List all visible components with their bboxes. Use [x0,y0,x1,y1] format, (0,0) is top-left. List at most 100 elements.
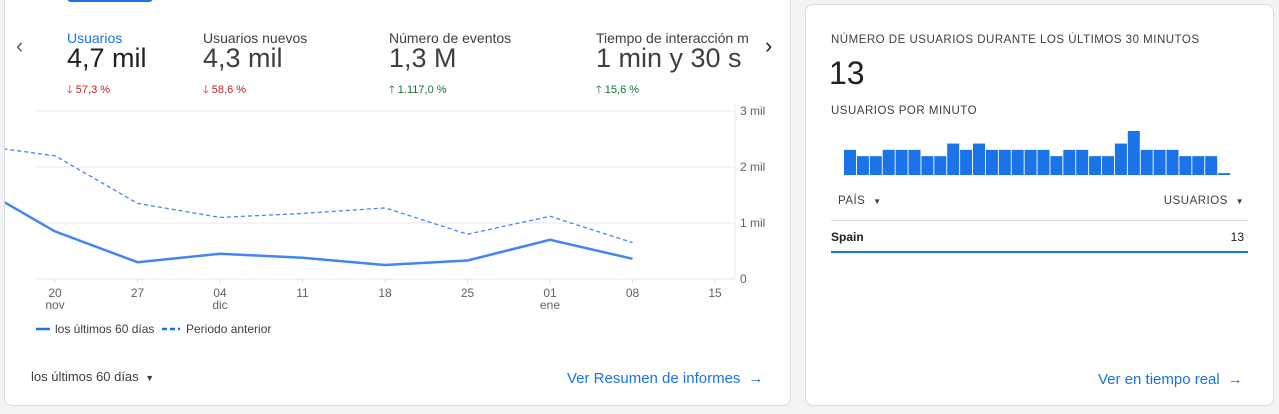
minute-bar[interactable] [998,149,1011,175]
minute-bar[interactable] [908,149,921,175]
y-tick-label: 3 mil [740,104,765,118]
x-tick-month-label: ene [540,298,560,312]
minute-bar[interactable] [1050,156,1063,175]
arrow-up-icon: 🡑 [596,84,602,96]
minute-bar[interactable] [1205,156,1218,175]
minute-bar[interactable] [985,149,998,175]
column-label: PAÍS [838,195,866,207]
y-tick-label: 2 mil [740,160,765,174]
caret-down-icon: ▼ [1235,197,1244,206]
minute-bar[interactable] [973,143,985,175]
y-tick-label: 0 [740,272,747,286]
caret-down-icon: ▼ [145,373,155,383]
minute-bar[interactable] [960,149,973,175]
arrow-right-icon: → [748,370,764,387]
x-tick-month-label: dic [212,298,227,312]
x-tick-label: 25 [461,286,475,300]
arrow-down-icon: 🡓 [203,84,209,96]
minute-bar[interactable] [1089,156,1102,175]
x-tick-label: 15 [708,286,722,300]
column-label: USUARIOS [1163,195,1228,207]
x-tick-label: 08 [626,286,640,300]
minute-bar[interactable] [1037,149,1050,175]
users-cell: 13 [1230,230,1244,244]
metric-value: 4,7 mil [67,43,147,73]
x-tick-label: 01 [543,286,557,300]
minute-bar[interactable] [1011,149,1024,175]
minute-bar[interactable] [1076,149,1089,175]
metric-label: Usuarios nuevos [203,30,308,46]
metric-tab-engagement-time[interactable]: Tiempo de interacción m 1 min y 30 s 🡑 1… [596,0,756,103]
metric-value: 1 min y 30 s [596,43,742,73]
table-row[interactable]: Spain 13 [831,221,1248,253]
dashed-line-icon [162,327,180,331]
metric-label: Usuarios [67,30,123,46]
users-per-minute-chart [844,131,1231,175]
country-cell: Spain [831,230,864,244]
x-tick-label: 18 [378,286,392,300]
series-line-current [5,201,633,267]
minute-bar[interactable] [1024,149,1037,175]
minute-bar[interactable] [856,156,869,175]
metric-value: 1,3 M [389,43,457,73]
report-summary-link[interactable]: Ver Resumen de informes → [567,370,763,387]
date-range-dropdown[interactable]: los últimos 60 días ▼ [31,369,154,384]
series-line-previous [5,148,633,244]
metric-change: 🡑 1.117,0 % [389,84,447,96]
column-header-country[interactable]: PAÍS ▼ [838,195,881,207]
report-link-label: Ver Resumen de informes [567,370,741,387]
minute-bar[interactable] [921,156,934,175]
arrow-down-icon: 🡓 [67,84,73,96]
metric-change: 🡑 15,6 % [596,84,640,96]
minute-bar[interactable] [1127,131,1140,175]
chevron-left-icon[interactable]: ‹ [16,33,24,58]
active-tab-indicator [67,0,153,2]
minute-bar[interactable] [1102,156,1114,175]
minute-bar[interactable] [1114,143,1127,175]
minute-bar[interactable] [1153,149,1166,175]
minute-bar[interactable] [1218,173,1231,175]
x-tick-label: 11 [296,286,309,300]
metric-change: 🡓 58,6 % [203,84,247,96]
solid-line-icon [36,327,50,331]
minute-bar[interactable] [869,156,882,175]
minute-bar[interactable] [934,156,947,175]
table-divider [831,220,1248,221]
minute-bar[interactable] [947,143,960,175]
minute-bar[interactable] [1063,149,1076,175]
column-header-users[interactable]: USUARIOS ▼ [1164,195,1244,207]
minute-bar[interactable] [1166,149,1179,175]
legend-label: los últimos 60 días [55,322,155,336]
overview-card: ‹ › Usuarios 4,7 mil 🡓 57,3 % Usuarios n… [4,0,791,406]
metric-change: 🡓 57,3 % [67,84,111,96]
metric-label: Tiempo de interacción m [596,30,749,46]
arrow-up-icon: 🡑 [389,84,395,96]
date-range-label: los últimos 60 días [31,369,139,384]
minute-bar[interactable] [844,149,856,175]
realtime-link-label: Ver en tiempo real [1098,371,1220,388]
x-tick-month-label: nov [45,298,64,312]
legend-label: Periodo anterior [186,322,272,336]
arrow-right-icon: → [1227,371,1243,388]
minute-bar[interactable] [895,149,908,175]
metric-label: Número de eventos [389,30,512,46]
caret-down-icon: ▼ [873,197,882,206]
realtime-user-count: 13 [829,55,865,91]
minute-bar[interactable] [1140,149,1153,175]
realtime-link[interactable]: Ver en tiempo real → [1098,371,1243,388]
y-tick-label: 1 mil [740,216,765,230]
x-tick-label: 27 [131,286,145,300]
x-tick-label: 20 [48,286,62,300]
chevron-right-icon[interactable]: › [765,33,773,58]
realtime-card: NÚMERO DE USUARIOS DURANTE LOS ÚLTIMOS 3… [805,4,1274,406]
minute-bar[interactable] [882,149,895,175]
minute-bar[interactable] [1192,156,1205,175]
metric-value: 4,3 mil [203,43,283,73]
legend-current: los últimos 60 días [36,322,154,336]
legend-previous: Periodo anterior [162,322,271,336]
realtime-title: NÚMERO DE USUARIOS DURANTE LOS ÚLTIMOS 3… [831,34,1200,46]
minute-bar[interactable] [1179,156,1192,175]
per-minute-title: USUARIOS POR MINUTO [831,105,978,117]
x-tick-label: 04 [213,286,227,300]
